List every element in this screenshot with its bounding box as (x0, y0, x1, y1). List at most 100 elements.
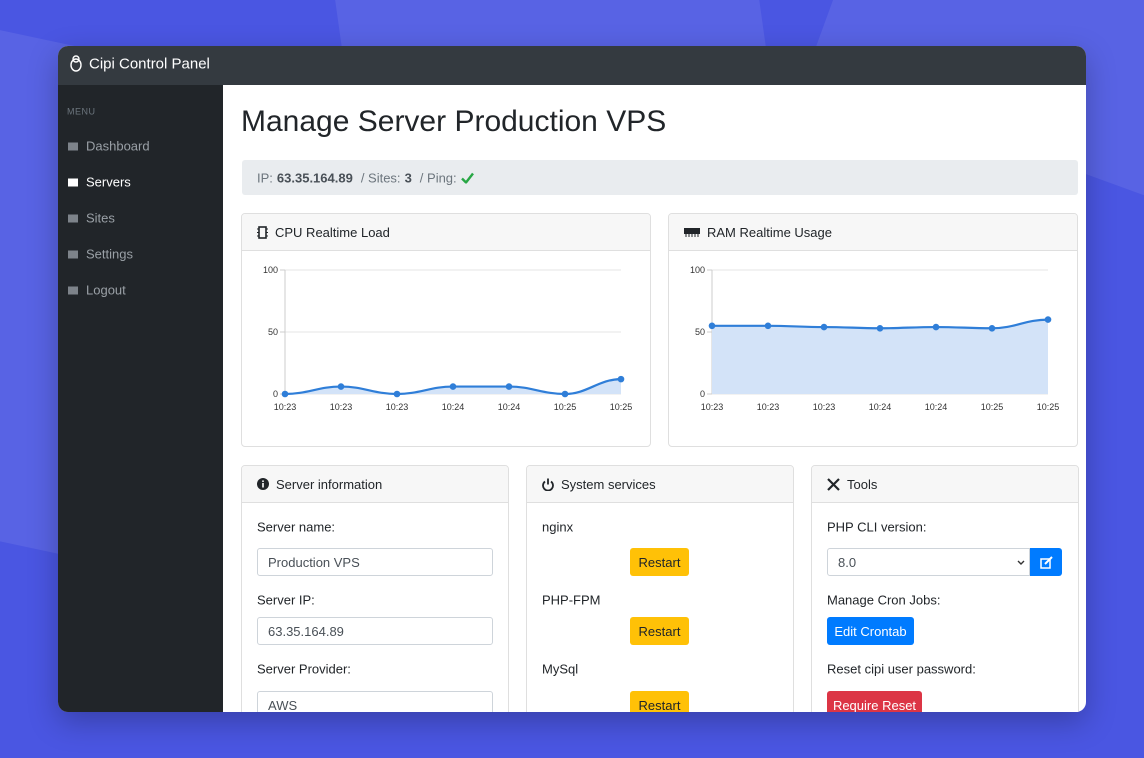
ping-ok-icon (460, 172, 474, 184)
sidebar-icon (68, 250, 78, 258)
ip-label: IP: (257, 170, 273, 186)
point (988, 324, 996, 332)
card-title: CPU Realtime Load (275, 224, 390, 240)
x-tick-label: 10:23 (274, 402, 297, 412)
x-tick-label: 10:24 (442, 402, 465, 412)
point (708, 322, 716, 330)
x-tick-label: 10:23 (757, 402, 780, 412)
icon-shape (68, 142, 78, 150)
point (617, 375, 625, 383)
select-arrow (1017, 560, 1025, 565)
php-select[interactable]: 8.0 (827, 548, 1030, 576)
point (281, 390, 289, 398)
card-header: Server information (242, 466, 508, 503)
status-bar (242, 160, 1078, 195)
power-icon (542, 478, 554, 491)
sidebar-item[interactable]: Sites (67, 211, 115, 226)
restart-button[interactable]: Restart (630, 691, 689, 712)
edit-icon (1039, 555, 1053, 569)
sidebar-icon (68, 178, 78, 186)
point (449, 383, 457, 390)
field-label: Server Provider: (257, 661, 351, 677)
restart-button[interactable]: Restart (630, 617, 689, 645)
field-label: Server name: (257, 519, 336, 535)
icon-shape (68, 286, 78, 294)
card-header: System services (527, 466, 793, 503)
services-card: System services (526, 465, 794, 712)
brand-icon (70, 55, 82, 72)
reset-button[interactable]: Require Reset (827, 691, 922, 712)
info-icon (257, 478, 269, 490)
sidebar (58, 85, 223, 712)
restart-button[interactable]: Restart (630, 548, 689, 576)
page-title: Manage Server Production VPS (241, 105, 667, 138)
x-tick-label: 10:25 (981, 402, 1004, 412)
point (932, 323, 940, 331)
sites-label: / Sites: (360, 170, 401, 186)
cpu-card: CPU Realtime Load 0 50 100 10:23 10:23 10:23 1… (241, 213, 651, 447)
sidebar-item[interactable]: Servers (67, 175, 131, 190)
x-tick-label: 10:23 (386, 402, 409, 412)
y-tick-label: 100 (263, 265, 278, 275)
sidebar-label: Sites (86, 210, 115, 226)
point (876, 324, 884, 332)
sidebar-label: Settings (86, 246, 133, 262)
app-content: Cipi Control Panel MENU Dashboard Servers… (58, 46, 1086, 712)
card-title: RAM Realtime Usage (707, 224, 832, 240)
sidebar-label: Dashboard (86, 138, 150, 154)
chart: 0 50 100 10:23 10:23 10:23 10:24 10:24 10:25 10:2… (263, 265, 633, 412)
point (1044, 316, 1052, 323)
chart: 0 50 100 10:23 10:23 10:23 10:24 10:24 10:25 10:2… (690, 265, 1060, 412)
icon-shape (68, 178, 78, 186)
card-header: Tools (812, 466, 1078, 503)
field-input[interactable]: 63.35.164.89 (257, 617, 493, 645)
area (712, 319, 1048, 394)
navbar (58, 46, 1086, 85)
sidebar-item[interactable]: Dashboard (67, 139, 150, 154)
sidebar-icon (68, 286, 78, 294)
field-label: Server IP: (257, 592, 315, 608)
sidebar-item[interactable]: Logout (67, 283, 126, 298)
sidebar-item[interactable]: Settings (67, 247, 133, 262)
point (561, 390, 569, 398)
x-tick-label: 10:24 (869, 402, 892, 412)
point (820, 323, 828, 331)
server-info-card: Server information (241, 465, 509, 712)
point (764, 322, 772, 330)
php-edit-button[interactable] (1030, 548, 1062, 576)
y-tick-label: 0 (700, 389, 705, 399)
service-name: PHP-FPM (542, 592, 601, 608)
tools-card: Tools (811, 465, 1079, 712)
php-label: PHP CLI version: (827, 519, 927, 535)
field-input[interactable]: Production VPS (257, 548, 493, 576)
y-tick-label: 100 (690, 265, 705, 275)
icon-shape (68, 250, 78, 258)
status-line: IP: 63.35.164.89 / Sites: 3 / Ping: (257, 172, 474, 185)
card-title: Server information (276, 476, 383, 492)
x-tick-label: 10:24 (498, 402, 521, 412)
x-tick-label: 10:25 (554, 402, 577, 412)
sidebar-icon (68, 142, 78, 150)
sidebar-icon (68, 214, 78, 222)
card-title: System services (561, 476, 656, 492)
service-name: MySql (542, 661, 579, 677)
x-tick-label: 10:23 (701, 402, 724, 412)
x-tick-label: 10:23 (813, 402, 836, 412)
reset-label: Reset cipi user password: (827, 661, 976, 677)
app-window: Cipi Control Panel MENU Dashboard Servers… (58, 46, 1086, 712)
sidebar-label: Logout (86, 282, 126, 298)
php-value: 8.0 (838, 554, 857, 570)
brand[interactable]: Cipi Control Panel (89, 55, 210, 73)
x-tick-label: 10:23 (330, 402, 353, 412)
point (505, 383, 513, 390)
cron-button[interactable]: Edit Crontab (827, 617, 914, 645)
tools-icon (827, 477, 840, 491)
sites-value: 3 (404, 170, 412, 186)
x-tick-label: 10:25 (610, 402, 633, 412)
field-value: 63.35.164.89 (268, 623, 344, 639)
field-input[interactable]: AWS (257, 691, 493, 712)
point (337, 383, 345, 390)
x-tick-label: 10:25 (1037, 402, 1060, 412)
ping-label: / Ping: (419, 170, 457, 186)
